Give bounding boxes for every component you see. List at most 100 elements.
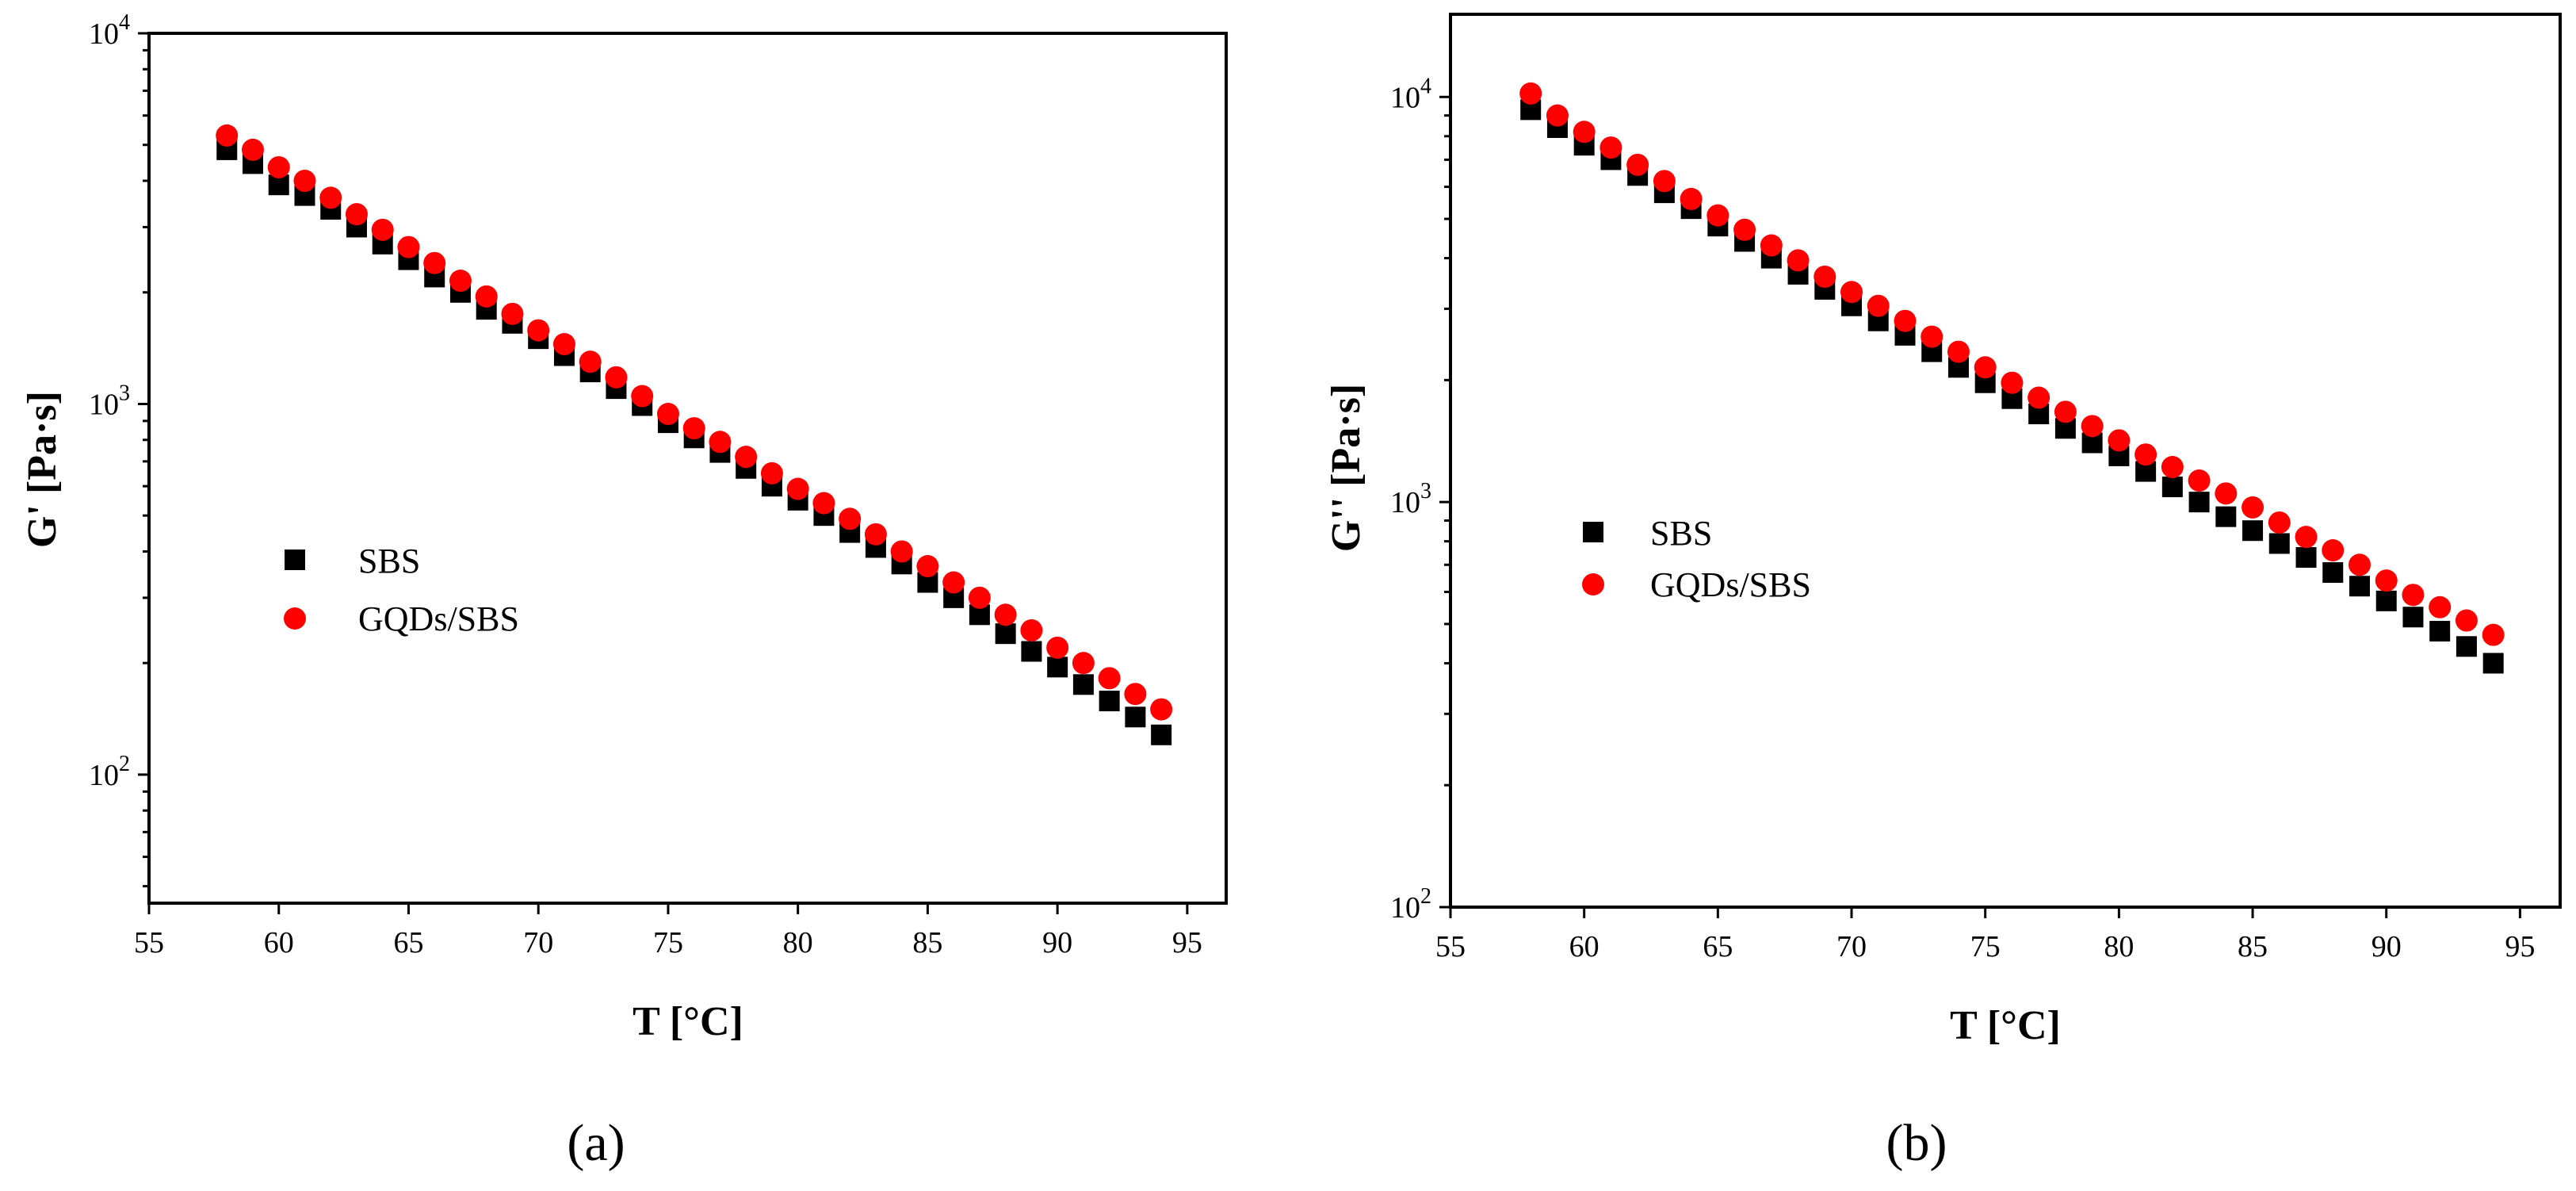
panel-a-point-gqds-sbs	[942, 571, 965, 594]
panel-b-point-gqds-sbs	[2215, 482, 2238, 505]
panel-b-point-gqds-sbs	[1787, 249, 1810, 272]
panel-a-point-gqds-sbs	[1020, 618, 1043, 641]
panel-a-x-tick-label: 80	[783, 926, 813, 959]
panel-b-y-tick-label: 104	[1390, 74, 1431, 114]
panel-a-point-gqds-sbs	[682, 417, 705, 440]
panel-b-point-sbs	[2482, 653, 2504, 674]
panel-a-plot-frame	[147, 32, 1228, 905]
panel-b-point-sbs	[2429, 620, 2451, 641]
panel-a-point-gqds-sbs	[1150, 698, 1173, 721]
panel-a-point-gqds-sbs	[709, 431, 732, 454]
panel-b-point-gqds-sbs	[2081, 415, 2104, 438]
panel-a-x-ticks: 55 60 65 70 75 80 85 90 95	[134, 903, 1202, 959]
panel-a-point-gqds-sbs	[890, 540, 913, 563]
panel-a-point-gqds-sbs	[994, 603, 1017, 626]
panel-a-point-sbs	[1099, 691, 1120, 712]
panel-b-point-gqds-sbs	[2322, 539, 2345, 562]
panel-b-legend-gqds-label: GQDs/SBS	[1650, 565, 1811, 604]
panel-b-point-sbs	[2268, 533, 2290, 554]
panel-b-point-gqds-sbs	[1760, 234, 1783, 257]
panel-b-point-gqds-sbs	[2028, 386, 2050, 409]
panel-b-point-gqds-sbs	[2268, 511, 2291, 534]
panel-b-point-sbs	[2322, 561, 2344, 583]
panel-b-point-sbs	[2242, 520, 2264, 542]
panel-b-point-gqds-sbs	[1626, 153, 1649, 176]
panel-b-x-tick-label: 85	[2238, 930, 2268, 963]
panel-a-x-tick-label: 55	[134, 926, 164, 959]
panel-a-point-gqds-sbs	[605, 366, 628, 389]
panel-b-x-axis-title: T [°C]	[1950, 1003, 2061, 1048]
panel-a-point-gqds-sbs	[552, 333, 575, 356]
panel-a-point-gqds-sbs	[423, 251, 446, 274]
panel-a-point-gqds-sbs	[631, 385, 654, 408]
panel-a-y-ticks: 102 103 104	[89, 10, 149, 888]
panel-a-point-gqds-sbs	[319, 186, 342, 209]
panel-b-point-gqds-sbs	[2108, 429, 2131, 452]
panel-a-legend-gqds-marker	[284, 607, 306, 630]
panel-b-y-ticks: 102 103 104	[1390, 74, 1450, 925]
panel-b-point-gqds-sbs	[1680, 187, 1703, 210]
panel-b-point-gqds-sbs	[2375, 569, 2398, 592]
panel-b-point-gqds-sbs	[1653, 170, 1676, 193]
panel-a-x-tick-label: 95	[1172, 926, 1202, 959]
panel-b-point-gqds-sbs	[1974, 356, 1997, 379]
panel-b-point-gqds-sbs	[2188, 469, 2211, 492]
panel-a-point-sbs	[1021, 641, 1042, 662]
panel-a-legend-gqds-label: GQDs/SBS	[358, 599, 519, 638]
panel-b-legend-sbs-marker	[1583, 522, 1603, 542]
panel-b-legend: SBS GQDs/SBS	[1582, 514, 1811, 604]
panel-a-y-tick-label: 104	[89, 10, 130, 51]
panel-a-x-tick-label: 75	[653, 926, 683, 959]
panel-a-point-gqds-sbs	[267, 155, 290, 178]
panel-b-legend-gqds-marker	[1582, 573, 1604, 596]
panel-b-point-gqds-sbs	[1573, 121, 1596, 144]
panel-b-x-tick-label: 55	[1435, 930, 1466, 963]
panel-b-point-sbs	[2375, 590, 2397, 611]
panel-a-point-gqds-sbs	[501, 302, 524, 325]
panel-b-y-axis-title: G'' [Pa·s]	[1324, 384, 1369, 552]
panel-b-x-tick-label: 95	[2505, 930, 2535, 963]
panel-a-point-gqds-sbs	[916, 555, 939, 578]
panel-a-point-sbs	[1047, 657, 1068, 678]
panel-a-point-gqds-sbs	[293, 170, 316, 193]
panel-b-point-gqds-sbs	[1733, 218, 1756, 241]
panel-b-x-tick-label: 75	[1970, 930, 2001, 963]
panel-a-point-gqds-sbs	[812, 492, 835, 515]
panel-b-point-gqds-sbs	[2054, 400, 2077, 423]
panel-b-point-sbs	[2161, 477, 2183, 498]
panel-b-y-tick-label: 103	[1390, 479, 1431, 519]
panel-b-x-ticks: 55 60 65 70 75 80 85 90 95	[1435, 907, 2535, 963]
panel-b-point-gqds-sbs	[1519, 82, 1542, 105]
panel-b-point-gqds-sbs	[1599, 136, 1622, 159]
panel-a-point-gqds-sbs	[397, 236, 420, 258]
panel-a-legend: SBS GQDs/SBS	[284, 542, 519, 638]
panel-b-point-gqds-sbs	[1814, 265, 1836, 288]
panel-b-point-sbs	[2402, 607, 2424, 628]
panel-b-label: (b)	[1886, 1114, 1947, 1172]
panel-b-x-tick-label: 80	[2104, 930, 2134, 963]
panel-a-x-tick-label: 65	[393, 926, 423, 959]
panel-a-point-gqds-sbs	[735, 446, 758, 469]
panel-b-data-marks	[1519, 82, 2505, 674]
panel-b-point-gqds-sbs	[1867, 294, 1890, 317]
panel-b-chart: 55 60 65 70 75 80 85 90 95 102 103 104 T [°C] G'' …	[1324, 13, 2562, 1172]
panel-a-point-gqds-sbs	[656, 403, 679, 426]
panel-b-point-gqds-sbs	[2482, 623, 2505, 646]
panel-b-point-gqds-sbs	[2402, 584, 2425, 607]
panel-b-point-gqds-sbs	[1894, 309, 1917, 332]
panel-a-point-gqds-sbs	[527, 319, 550, 342]
panel-a-point-sbs	[995, 623, 1016, 645]
panel-b-y-tick-label: 102	[1390, 884, 1431, 925]
panel-a-point-gqds-sbs	[968, 586, 991, 609]
panel-b-point-gqds-sbs	[2455, 609, 2478, 632]
panel-a-x-tick-label: 85	[912, 926, 942, 959]
panel-a-point-gqds-sbs	[1124, 683, 1147, 706]
panel-a-chart: 55 60 65 70 75 80 85 90 95 102 103 104 T [°C] G' […	[20, 10, 1228, 1172]
panel-b-plot-frame	[1449, 13, 2562, 909]
panel-a-point-gqds-sbs	[1046, 636, 1069, 659]
panel-a-data-marks	[216, 124, 1173, 745]
panel-b-point-gqds-sbs	[1840, 281, 1863, 304]
panel-b-point-sbs	[2349, 576, 2370, 597]
panel-b-legend-sbs-label: SBS	[1650, 514, 1712, 553]
